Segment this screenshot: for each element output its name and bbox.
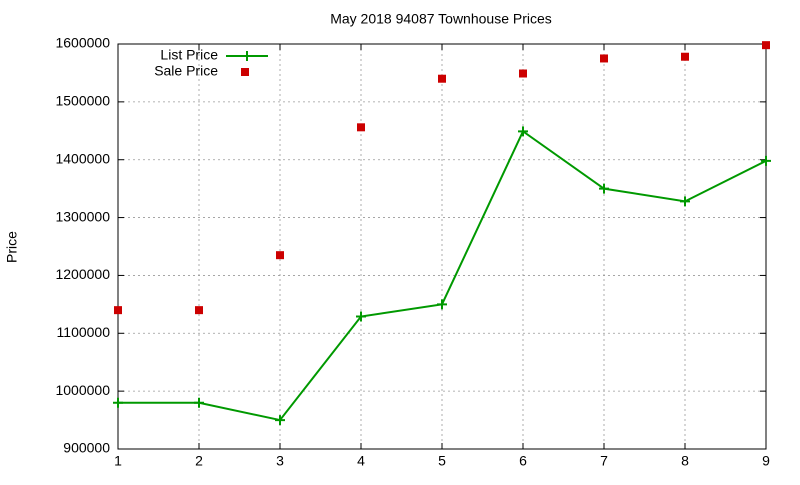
y-tick-label: 1600000 — [55, 35, 110, 51]
point — [519, 69, 527, 78]
point — [357, 123, 365, 132]
point — [113, 397, 123, 408]
point — [518, 126, 528, 137]
y-tick-label: 1400000 — [55, 150, 110, 166]
y-tick-label: 1000000 — [55, 382, 110, 398]
point — [681, 52, 689, 61]
plot-border — [117, 43, 767, 450]
y-tick-label: 1500000 — [55, 93, 110, 109]
x-tick-label: 3 — [276, 453, 284, 469]
y-tick-label: 1300000 — [55, 208, 110, 224]
point — [762, 41, 770, 50]
legend-label: Sale Price — [154, 63, 218, 79]
x-tick-label: 4 — [357, 453, 365, 469]
legend-label: List Price — [160, 47, 218, 63]
point — [195, 306, 203, 315]
x-tick-label: 7 — [600, 453, 608, 469]
legend-marker — [242, 51, 252, 61]
y-tick-label: 1100000 — [57, 324, 111, 340]
legend-marker — [241, 68, 249, 76]
point — [680, 196, 690, 207]
x-tick-label: 6 — [519, 453, 527, 469]
chart-title: May 2018 94087 Townhouse Prices — [330, 11, 552, 27]
point — [761, 155, 771, 166]
point — [194, 397, 204, 408]
point — [600, 54, 608, 63]
x-tick-label: 8 — [681, 453, 689, 469]
point — [599, 183, 609, 194]
point — [114, 306, 122, 315]
point — [437, 299, 447, 310]
point — [276, 251, 284, 260]
y-axis-label: Price — [4, 231, 20, 263]
y-tick-label: 1200000 — [55, 266, 110, 282]
x-tick-label: 2 — [195, 453, 203, 469]
y-tick-label: 900000 — [63, 440, 110, 456]
point — [356, 311, 366, 322]
x-tick-label: 1 — [114, 453, 122, 469]
x-tick-label: 5 — [438, 453, 446, 469]
point — [438, 74, 446, 83]
point — [275, 415, 285, 426]
x-tick-label: 9 — [762, 453, 770, 469]
